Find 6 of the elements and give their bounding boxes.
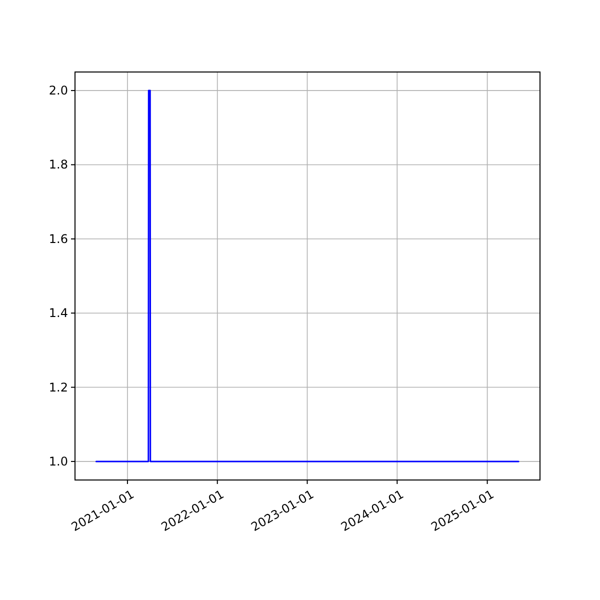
y-tick-label: 2.0: [48, 84, 68, 98]
y-tick-label: 1.0: [48, 454, 68, 468]
y-tick-label: 1.8: [48, 158, 68, 172]
y-tick-label: 1.6: [48, 232, 68, 246]
y-tick-label: 1.4: [48, 306, 68, 320]
y-tick-label: 1.2: [48, 380, 68, 394]
